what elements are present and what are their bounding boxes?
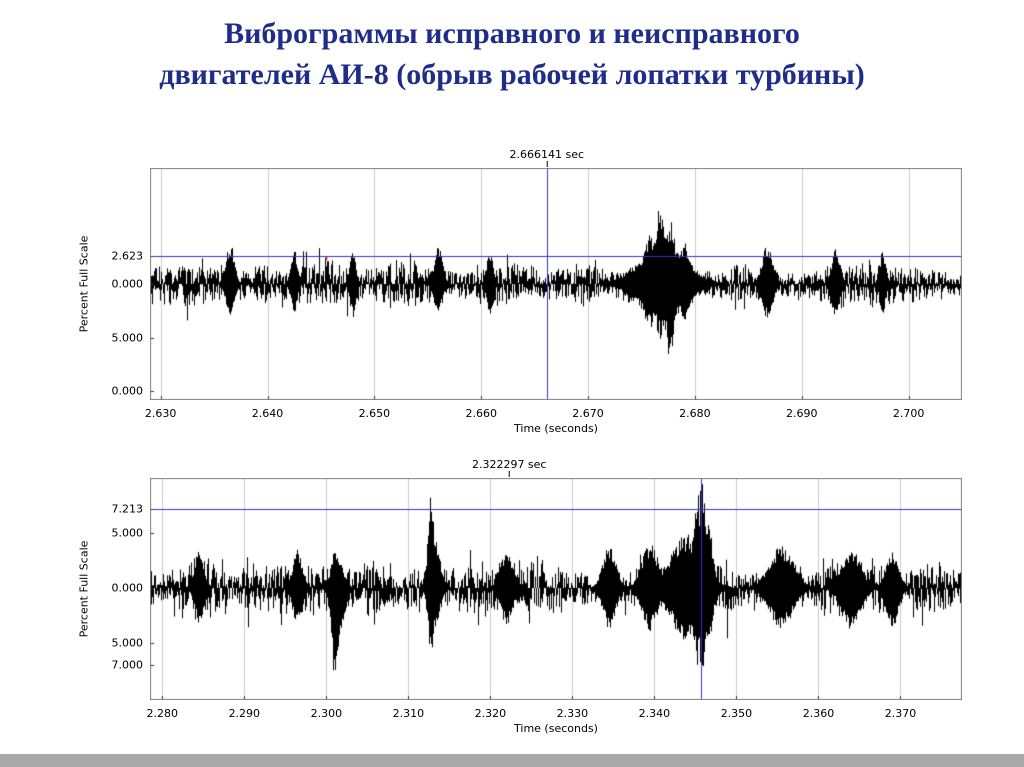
cursor-time-label: 2.666141 sec [509,148,585,167]
x-tick-label: 2.300 [310,707,343,720]
waveform-canvas [150,478,962,700]
x-tick-label: 2.280 [146,707,179,720]
y-tick-label: 0.000 [111,384,144,398]
page-title: Виброграммы исправного и неисправного дв… [0,13,1024,95]
footer-bar [0,754,1024,767]
x-tick-label: 2.340 [638,707,671,720]
title-line-2: двигателей АИ-8 (обрыв рабочей лопатки т… [159,58,865,91]
y-tick-label: 5.000 [111,526,144,540]
cursor-time-label: 2.322297 sec [471,458,547,477]
vibrogram-faulty-engine: 2.322297 sec Percent Full Scale Time (se… [78,458,962,735]
title-line-1: Виброграммы исправного и неисправного [224,17,800,50]
x-tick-label: 2.650 [358,407,391,420]
x-tick-label: 2.680 [679,407,711,420]
x-tick-label: 2.320 [474,707,507,720]
waveform-canvas [150,168,962,400]
y-axis-title: Percent Full Scale [77,235,91,333]
x-tick-label: 2.700 [892,407,925,420]
x-tick-label: 2.290 [228,707,261,720]
x-tick-label: 2.630 [144,407,177,420]
x-tick-label: 2.660 [465,407,497,420]
x-tick-label: 2.330 [556,707,589,720]
x-axis-title: Time (seconds) [514,722,598,735]
x-tick-label: 2.360 [802,707,835,720]
y-tick-label: 7.213 [111,502,144,516]
x-axis-title: Time (seconds) [514,422,598,435]
y-axis-title: Percent Full Scale [77,540,91,638]
y-tick-label: 7.000 [111,658,144,672]
x-tick-label: 2.640 [251,407,284,420]
vibrogram-healthy-engine: 2.666141 sec Percent Full Scale Time (se… [78,148,962,435]
y-tick-label: 0.000 [111,581,144,595]
x-tick-label: 2.310 [392,707,425,720]
x-tick-label: 2.690 [785,407,818,420]
x-tick-label: 2.350 [720,707,753,720]
x-tick-label: 2.670 [572,407,604,420]
x-tick-label: 2.370 [884,707,917,720]
y-tick-label: 5.000 [111,636,144,650]
y-tick-label: 5.000 [111,331,144,345]
y-tick-label: 2.623 [111,249,144,263]
y-tick-label: 0.000 [111,277,144,291]
